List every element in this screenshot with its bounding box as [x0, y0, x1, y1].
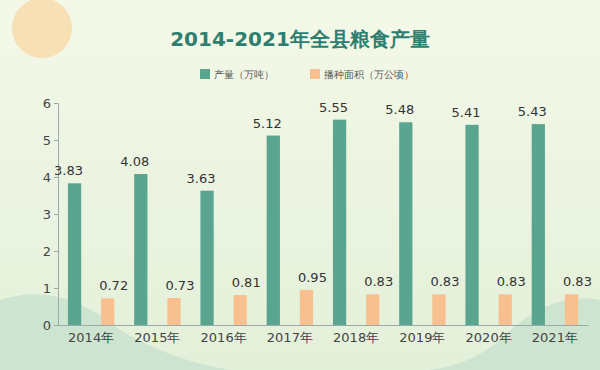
data-label: 3.83 — [54, 163, 83, 178]
y-tick-label: 1 — [43, 281, 51, 296]
legend-swatch — [310, 69, 320, 79]
x-tick: 2014年 — [68, 330, 114, 345]
bar — [101, 298, 114, 325]
x-tick-label: 2021年 — [532, 330, 578, 345]
x-tick-label: 2015年 — [134, 330, 180, 345]
data-label: 0.72 — [99, 278, 128, 293]
x-tick-label: 2020年 — [466, 330, 512, 345]
x-tick: 2019年 — [399, 330, 445, 345]
x-tick: 2017年 — [267, 330, 313, 345]
data-label: 5.48 — [385, 102, 414, 117]
data-label: 0.81 — [232, 275, 261, 290]
y-tick-mark — [54, 103, 58, 104]
y-tick-label: 2 — [43, 244, 51, 259]
data-label: 0.83 — [364, 274, 393, 289]
x-tick: 2021年 — [532, 330, 578, 345]
bar — [333, 120, 346, 325]
y-tick: 1 — [43, 281, 58, 296]
bar — [234, 295, 247, 325]
y-tick-mark — [54, 140, 58, 141]
data-label: 0.95 — [298, 270, 327, 285]
y-tick-label: 0 — [43, 318, 51, 333]
y-tick-mark — [54, 325, 58, 326]
bar — [167, 298, 180, 325]
chart: 2014-2021年全县粮食产量产量（万吨） 播种面积（万公顷） 0 1 2 3 4 5 6 20… — [0, 0, 600, 370]
x-tick: 2018年 — [333, 330, 379, 345]
data-label: 5.43 — [518, 104, 547, 119]
bar — [499, 294, 512, 325]
x-tick-label: 2018年 — [333, 330, 379, 345]
plot: 0 1 2 3 4 5 6 2014年 2015年 2016年 2017年 2018年 2019年 202… — [43, 96, 592, 346]
x-tick-label: 2019年 — [399, 330, 445, 345]
bar — [267, 136, 280, 325]
y-tick: 5 — [43, 133, 58, 148]
background — [0, 0, 600, 370]
legend-label: 播种面积（万公顷） — [324, 69, 414, 80]
y-tick-mark — [54, 214, 58, 215]
bar — [532, 124, 545, 325]
title: 2014-2021年全县粮食产量 — [170, 27, 430, 51]
y-tick-label: 3 — [43, 207, 51, 222]
bar — [68, 183, 81, 325]
y-tick: 2 — [43, 244, 58, 259]
bar — [432, 294, 445, 325]
bar — [565, 294, 578, 325]
x-tick-label: 2014年 — [68, 330, 114, 345]
bar — [399, 122, 412, 325]
sun-decoration — [12, 0, 72, 58]
y-tick-label: 5 — [43, 133, 51, 148]
y-tick-label: 6 — [43, 96, 51, 111]
data-label: 0.73 — [165, 278, 194, 293]
data-label: 0.83 — [430, 274, 459, 289]
data-label: 5.55 — [319, 100, 348, 115]
bar — [465, 125, 478, 325]
x-tick: 2016年 — [201, 330, 247, 345]
y-axis: 0 1 2 3 4 5 6 — [43, 96, 59, 333]
y-tick: 6 — [43, 96, 58, 111]
x-tick: 2020年 — [466, 330, 512, 345]
x-axis-line — [59, 325, 589, 326]
x-tick-label: 2017年 — [267, 330, 313, 345]
bar — [200, 191, 213, 325]
bars — [68, 120, 578, 325]
data-labels: 3.83 4.08 3.63 5.12 5.55 5.48 5.41 5.43 0.72 0.73… — [54, 100, 592, 294]
y-tick-label: 4 — [43, 170, 51, 185]
bar — [300, 290, 313, 325]
legend-swatch — [200, 69, 210, 79]
data-label: 5.41 — [452, 105, 481, 120]
data-label: 4.08 — [120, 154, 149, 169]
legend: 产量（万吨） 播种面积（万公顷） — [200, 69, 414, 80]
data-label: 0.83 — [497, 274, 526, 289]
x-tick-label: 2016年 — [201, 330, 247, 345]
x-tick: 2015年 — [134, 330, 180, 345]
data-label: 5.12 — [253, 116, 282, 131]
y-tick: 3 — [43, 207, 58, 222]
hill-decoration — [0, 294, 230, 370]
x-axis: 2014年 2015年 2016年 2017年 2018年 2019年 2020年 2021年 — [59, 326, 589, 346]
y-tick: 0 — [43, 318, 58, 333]
bar — [134, 174, 147, 325]
legend-label: 产量（万吨） — [214, 69, 274, 80]
bar — [366, 294, 379, 325]
y-axis-line — [54, 104, 59, 326]
data-label: 3.63 — [187, 171, 216, 186]
data-label: 0.83 — [563, 274, 592, 289]
y-tick-mark — [54, 251, 58, 252]
y-tick-mark — [54, 288, 58, 289]
